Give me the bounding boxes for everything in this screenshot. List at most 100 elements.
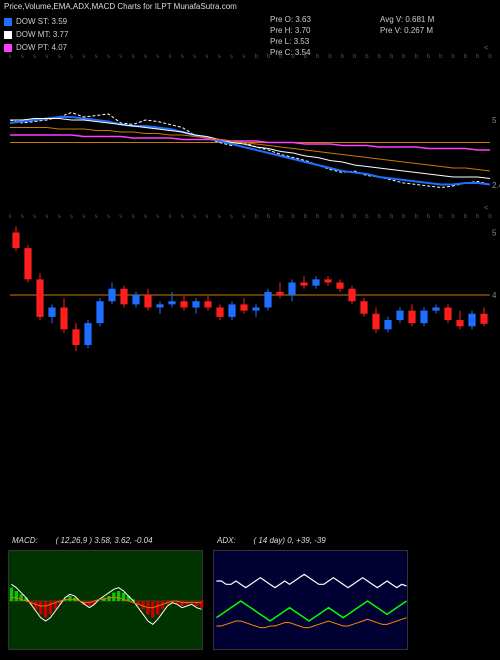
svg-text:b: b <box>353 214 357 220</box>
svg-text:s: s <box>169 214 172 220</box>
svg-text:b: b <box>304 214 308 220</box>
macd-params: ( 12,26,9 ) 3.58, 3.62, -0.04 <box>56 536 153 545</box>
svg-text:s: s <box>21 214 24 220</box>
legend: DOW ST: 3.59DOW MT: 3.77DOW PT: 4.07 <box>4 16 68 55</box>
svg-text:b: b <box>291 214 295 220</box>
svg-text:s: s <box>205 214 208 220</box>
svg-text:b: b <box>476 54 480 60</box>
adx-label: ADX: <box>217 536 236 545</box>
svg-text:s: s <box>205 54 208 60</box>
svg-text:b: b <box>488 214 492 220</box>
macd-label: MACD: <box>12 536 38 545</box>
svg-text:s: s <box>21 54 24 60</box>
legend-item: DOW PT: 4.07 <box>4 42 68 54</box>
svg-text:b: b <box>439 54 443 60</box>
legend-swatch <box>4 31 12 39</box>
svg-text:b: b <box>279 214 283 220</box>
svg-text:b: b <box>390 214 394 220</box>
svg-text:b: b <box>341 54 345 60</box>
adx-params: ( 14 day) 0, +39, -39 <box>253 536 325 545</box>
svg-text:b: b <box>254 214 258 220</box>
svg-text:s: s <box>95 214 98 220</box>
svg-text:b: b <box>414 54 418 60</box>
svg-text:s: s <box>193 214 196 220</box>
svg-text:s: s <box>181 214 184 220</box>
svg-text:s: s <box>144 214 147 220</box>
svg-text:b: b <box>341 214 345 220</box>
svg-text:b: b <box>414 214 418 220</box>
svg-text:<: < <box>484 45 488 52</box>
svg-text:b: b <box>378 214 382 220</box>
svg-text:s: s <box>132 54 135 60</box>
svg-text:b: b <box>328 214 332 220</box>
svg-text:s: s <box>82 54 85 60</box>
legend-item: DOW MT: 3.77 <box>4 29 68 41</box>
svg-text:b: b <box>476 214 480 220</box>
svg-text:s: s <box>193 54 196 60</box>
svg-text:s: s <box>70 214 73 220</box>
svg-text:s: s <box>169 54 172 60</box>
info-line: Pre O: 3.63 <box>270 14 311 25</box>
info-line: Pre V: 0.267 M <box>380 25 434 36</box>
legend-item: DOW ST: 3.59 <box>4 16 68 28</box>
svg-text:s: s <box>9 214 12 220</box>
svg-text:s: s <box>119 214 122 220</box>
svg-text:s: s <box>132 214 135 220</box>
svg-text:s: s <box>230 214 233 220</box>
svg-text:b: b <box>365 54 369 60</box>
svg-text:s: s <box>230 54 233 60</box>
svg-text:b: b <box>464 214 468 220</box>
legend-label: DOW ST: 3.59 <box>16 16 67 28</box>
svg-text:b: b <box>254 54 258 60</box>
svg-text:b: b <box>316 54 320 60</box>
page-title: Price,Volume,EMA,ADX,MACD Charts for ILP… <box>4 2 237 11</box>
svg-text:s: s <box>156 214 159 220</box>
svg-text:s: s <box>82 214 85 220</box>
svg-text:s: s <box>242 214 245 220</box>
svg-text:b: b <box>353 54 357 60</box>
svg-text:b: b <box>427 214 431 220</box>
svg-text:s: s <box>218 214 221 220</box>
svg-text:s: s <box>181 54 184 60</box>
svg-text:b: b <box>427 54 431 60</box>
svg-text:s: s <box>107 54 110 60</box>
volume-info: Avg V: 0.681 MPre V: 0.267 M <box>380 14 434 36</box>
svg-text:s: s <box>107 214 110 220</box>
svg-text:s: s <box>58 54 61 60</box>
svg-text:s: s <box>144 54 147 60</box>
svg-text:5: 5 <box>492 229 497 238</box>
adx-title: ADX: ( 14 day) 0, +39, -39 <box>217 536 326 545</box>
svg-text:b: b <box>451 54 455 60</box>
svg-text:s: s <box>58 214 61 220</box>
candlestick-chart: ssssssssssssssssssssbbbbbbbbbbbbbbbbbbbb… <box>10 220 490 370</box>
svg-text:b: b <box>451 214 455 220</box>
svg-text:b: b <box>402 214 406 220</box>
svg-text:s: s <box>218 54 221 60</box>
info-line: Pre L: 3.53 <box>270 36 311 47</box>
svg-text:s: s <box>119 54 122 60</box>
svg-text:b: b <box>464 54 468 60</box>
svg-text:s: s <box>242 54 245 60</box>
svg-text:s: s <box>33 214 36 220</box>
svg-text:s: s <box>95 54 98 60</box>
price-ema-chart: ssssssssssssssssssssbbbbbbbbbbbbbbbbbbbb… <box>10 60 490 210</box>
svg-text:b: b <box>488 54 492 60</box>
legend-label: DOW PT: 4.07 <box>16 42 67 54</box>
svg-text:b: b <box>402 54 406 60</box>
svg-text:b: b <box>390 54 394 60</box>
macd-title: MACD: ( 12,26,9 ) 3.58, 3.62, -0.04 <box>12 536 153 545</box>
svg-text:s: s <box>45 54 48 60</box>
svg-text:s: s <box>156 54 159 60</box>
macd-chart <box>8 550 203 650</box>
svg-text:b: b <box>365 214 369 220</box>
svg-text:b: b <box>439 214 443 220</box>
legend-swatch <box>4 18 12 26</box>
svg-text:<: < <box>484 205 488 212</box>
adx-chart <box>213 550 408 650</box>
svg-text:s: s <box>70 54 73 60</box>
svg-text:4: 4 <box>492 291 497 300</box>
info-line: Avg V: 0.681 M <box>380 14 434 25</box>
svg-text:5: 5 <box>492 116 497 125</box>
legend-swatch <box>4 44 12 52</box>
svg-text:b: b <box>378 54 382 60</box>
